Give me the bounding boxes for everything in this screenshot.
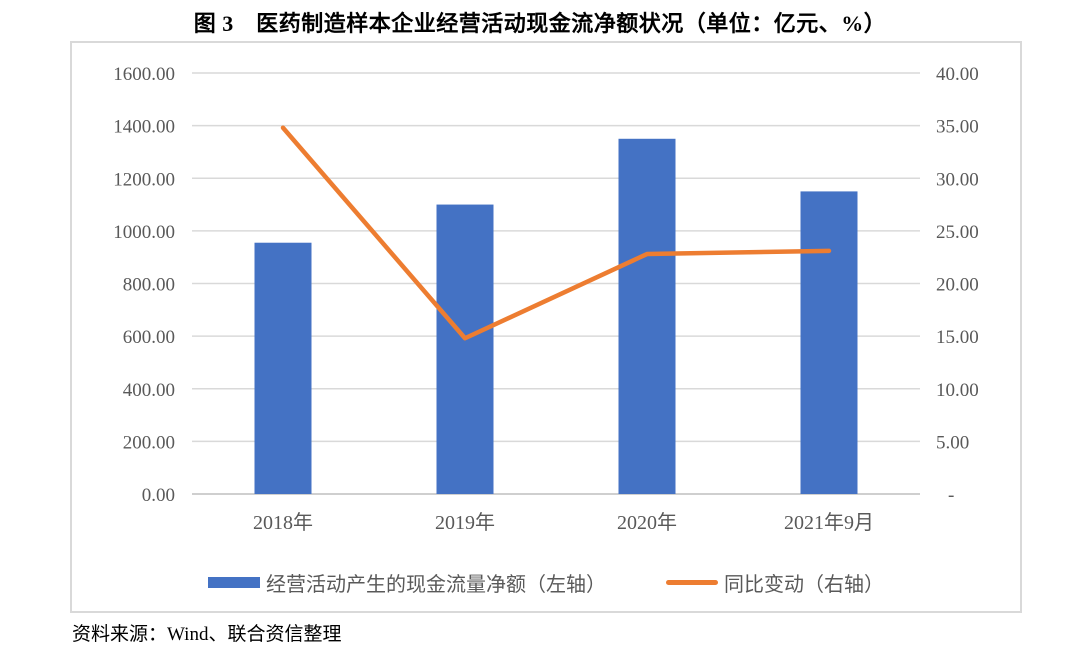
- right-axis-tick-label: 5.00: [936, 432, 969, 453]
- x-axis-category-label: 2018年: [253, 511, 313, 534]
- right-axis-tick-label: 25.00: [936, 222, 979, 243]
- x-axis-category-label: 2021年9月: [784, 511, 874, 534]
- right-axis-tick-label: 35.00: [936, 117, 979, 138]
- right-axis-tick-label: 10.00: [936, 380, 979, 401]
- bar-2021年9月: [800, 191, 858, 494]
- bar-2018年: [254, 242, 312, 494]
- source-note: 资料来源：Wind、联合资信整理: [72, 624, 342, 645]
- bar-legend-label: 经营活动产生的现金流量净额（左轴）: [266, 574, 606, 596]
- bar-2019年: [436, 204, 494, 494]
- left-axis-tick-label: 600.00: [123, 327, 175, 348]
- legend-item-line: 同比变动（右轴）: [666, 568, 884, 597]
- chart-legend: 经营活动产生的现金流量净额（左轴） 同比变动（右轴）: [72, 568, 1020, 597]
- right-axis-tick-label: -: [948, 485, 954, 506]
- left-axis-tick-label: 800.00: [123, 275, 175, 296]
- line-legend-swatch-icon: [666, 580, 718, 585]
- chart-plot: 1600.00 40.00 1400.00 35.00 1200.00 30.00 1000…: [113, 64, 979, 534]
- line-legend-label: 同比变动（右轴）: [724, 574, 884, 596]
- left-axis-tick-label: 1000.00: [113, 222, 175, 243]
- left-axis-tick-label: 200.00: [123, 432, 175, 453]
- trend-line: [280, 125, 832, 341]
- x-axis-category-label: 2019年: [435, 511, 495, 534]
- left-axis-tick-label: 1200.00: [113, 169, 175, 190]
- right-axis-tick-label: 40.00: [936, 64, 979, 85]
- left-axis-tick-label: 0.00: [142, 485, 175, 506]
- bar-legend-swatch-icon: [208, 577, 260, 588]
- x-axis-category-label: 2020年: [617, 511, 677, 534]
- right-axis-tick-label: 20.00: [936, 275, 979, 296]
- chart-title: 图 3 医药制造样本企业经营活动现金流净额状况（单位：亿元、%）: [193, 11, 887, 36]
- chart-area: 1600.00 40.00 1400.00 35.00 1200.00 30.00 1000…: [70, 41, 1022, 613]
- bar-2020年: [618, 138, 676, 494]
- left-axis-tick-label: 1600.00: [113, 64, 175, 85]
- legend-item-bar: 经营活动产生的现金流量净额（左轴）: [208, 568, 606, 597]
- right-axis-tick-label: 15.00: [936, 327, 979, 348]
- right-axis-tick-label: 30.00: [936, 169, 979, 190]
- left-axis-tick-label: 400.00: [123, 380, 175, 401]
- left-axis-tick-label: 1400.00: [113, 117, 175, 138]
